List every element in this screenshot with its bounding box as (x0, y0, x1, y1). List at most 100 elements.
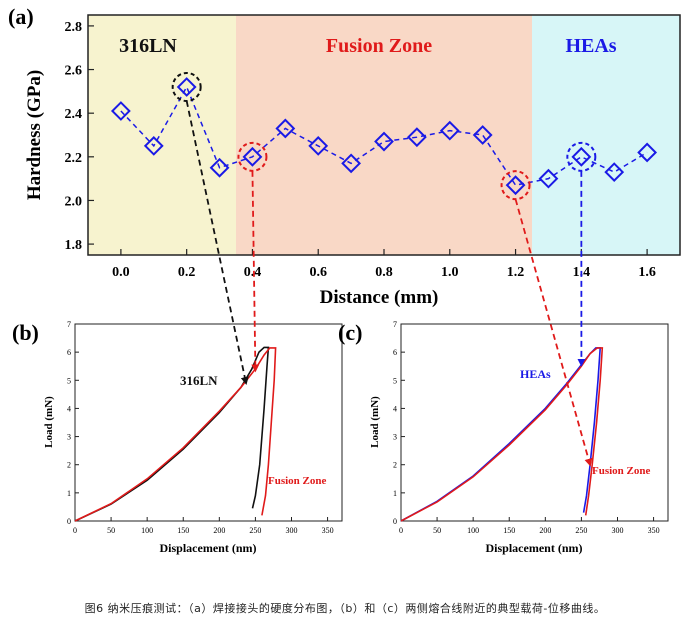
x-tick-label: 0.2 (178, 265, 196, 280)
data-point (143, 136, 164, 156)
x-tick-label: 0.8 (375, 265, 393, 280)
x-tick-label: 50 (433, 526, 441, 535)
panel-b-ylabel: Load (mN) (43, 396, 55, 448)
curve-fusion-zone (400, 347, 604, 522)
zone-label-heas: HEAs (565, 35, 616, 57)
data-point (505, 175, 526, 196)
panel-b-axes: 0 50 100 150 200 250 300 350 0 1 2 3 4 5 6 7 (67, 320, 334, 535)
y-tick-label: 2.6 (65, 64, 83, 79)
panel-c-letter: (c) (338, 320, 362, 345)
y-tick-label: 2.4 (65, 107, 83, 122)
panel-b-xlabel: Displacement (nm) (160, 541, 257, 555)
x-tick-label: 200 (539, 526, 551, 535)
x-tick-label: 0.6 (309, 265, 327, 280)
data-point (406, 127, 427, 148)
data-point (209, 157, 230, 178)
panel-b-curves (74, 346, 277, 522)
arrow-black (185, 100, 249, 386)
y-tick-label: 4 (393, 404, 397, 413)
y-tick-label: 4 (67, 404, 71, 413)
y-tick-label: 0 (67, 517, 71, 526)
data-point (604, 162, 625, 182)
y-tick-label: 7 (67, 320, 71, 329)
data-point (538, 168, 559, 189)
panel-a-xlabel: Distance (mm) (320, 287, 439, 308)
y-tick-label: 3 (393, 433, 397, 442)
y-tick-label: 1 (393, 489, 397, 498)
data-point (176, 77, 197, 97)
data-point (110, 101, 131, 121)
y-tick-label: 5 (393, 376, 397, 385)
panel-c-ylabel: Load (mN) (369, 396, 381, 448)
y-tick-label: 1 (67, 489, 71, 498)
hardness-line (120, 85, 648, 187)
y-tick-label: 1.8 (65, 238, 83, 253)
figure: 0.00.20.40.60.81.01.21.41.61.82.02.22.42… (8, 4, 681, 555)
x-tick-label: 0.0 (112, 265, 130, 280)
data-point (275, 118, 296, 139)
panel-b-label-316ln: 316LN (180, 373, 218, 388)
y-tick-label: 3 (67, 433, 71, 442)
data-point (637, 142, 658, 163)
arrow-red (251, 170, 260, 373)
panel-a-axes: 0.00.20.40.60.81.01.21.41.61.82.02.22.42… (65, 20, 656, 280)
panel-a-letter: (a) (8, 4, 34, 29)
y-tick-label: 2.2 (65, 151, 83, 166)
x-tick-label: 1.2 (507, 265, 525, 280)
x-tick-label: 250 (575, 526, 587, 535)
x-tick-label: 300 (285, 526, 297, 535)
connector-arrows (185, 100, 593, 467)
panel-c-xlabel: Displacement (nm) (486, 541, 583, 555)
curve-fusion-zone (74, 347, 277, 522)
panel-c: 0 50 100 150 200 250 300 350 0 1 2 3 4 5 6 7 (c) Load (… (338, 320, 669, 555)
y-tick-label: 6 (393, 348, 397, 357)
data-point (439, 120, 460, 141)
y-tick-label: 5 (67, 376, 71, 385)
x-tick-label: 250 (249, 526, 261, 535)
x-tick-label: 0 (399, 526, 403, 535)
x-tick-label: 350 (322, 526, 334, 535)
x-tick-label: 1.6 (638, 265, 656, 280)
panel-b-label-fusion-zone: Fusion Zone (268, 475, 326, 487)
curve-316ln (74, 346, 270, 522)
zone-bg-2 (532, 15, 680, 255)
panel-b: 0 50 100 150 200 250 300 350 0 1 2 3 4 5 6 7 (b) Load (… (12, 320, 343, 555)
y-tick-label: 6 (67, 348, 71, 357)
y-tick-label: 0 (393, 517, 397, 526)
zone-label-316ln: 316LN (119, 35, 177, 57)
x-tick-label: 100 (141, 526, 153, 535)
panel-b-frame (74, 323, 343, 522)
x-tick-label: 0.4 (244, 265, 262, 280)
x-tick-label: 150 (177, 526, 189, 535)
x-tick-label: 100 (467, 526, 479, 535)
panel-c-frame (400, 323, 669, 522)
curve-heas (400, 347, 602, 522)
figure-caption: 图6 纳米压痕测试：（a）焊接接头的硬度分布图，（b）和（c）两侧熔合线附近的典… (84, 602, 606, 615)
zone-bg-0 (88, 15, 236, 255)
panel-c-label-heas: HEAs (520, 367, 551, 381)
data-point (472, 125, 493, 145)
data-point (308, 136, 329, 156)
panel-c-axes: 0 50 100 150 200 250 300 350 0 1 2 3 4 5 6 7 (393, 320, 660, 535)
x-tick-label: 200 (213, 526, 225, 535)
panel-c-label-fusion-zone: Fusion Zone (592, 465, 650, 477)
zone-label-fusion-zone: Fusion Zone (326, 35, 432, 57)
y-tick-label: 2.0 (65, 194, 83, 209)
zone-backgrounds (88, 15, 680, 255)
x-tick-label: 0 (73, 526, 77, 535)
data-point (571, 146, 592, 167)
y-tick-label: 2 (393, 461, 397, 470)
data-point (374, 131, 394, 152)
arrow-red (514, 198, 593, 467)
x-tick-label: 50 (107, 526, 115, 535)
panel-a-ylabel: Hardness (GPa) (24, 70, 45, 200)
y-tick-label: 2 (67, 461, 71, 470)
data-point (341, 153, 362, 174)
panel-a: 0.00.20.40.60.81.01.21.41.61.82.02.22.42… (8, 4, 681, 308)
x-tick-label: 300 (611, 526, 623, 535)
x-tick-label: 350 (648, 526, 660, 535)
x-tick-label: 1.0 (441, 265, 459, 280)
x-tick-label: 150 (503, 526, 515, 535)
panel-b-letter: (b) (12, 320, 39, 345)
zone-bg-1 (236, 15, 532, 255)
